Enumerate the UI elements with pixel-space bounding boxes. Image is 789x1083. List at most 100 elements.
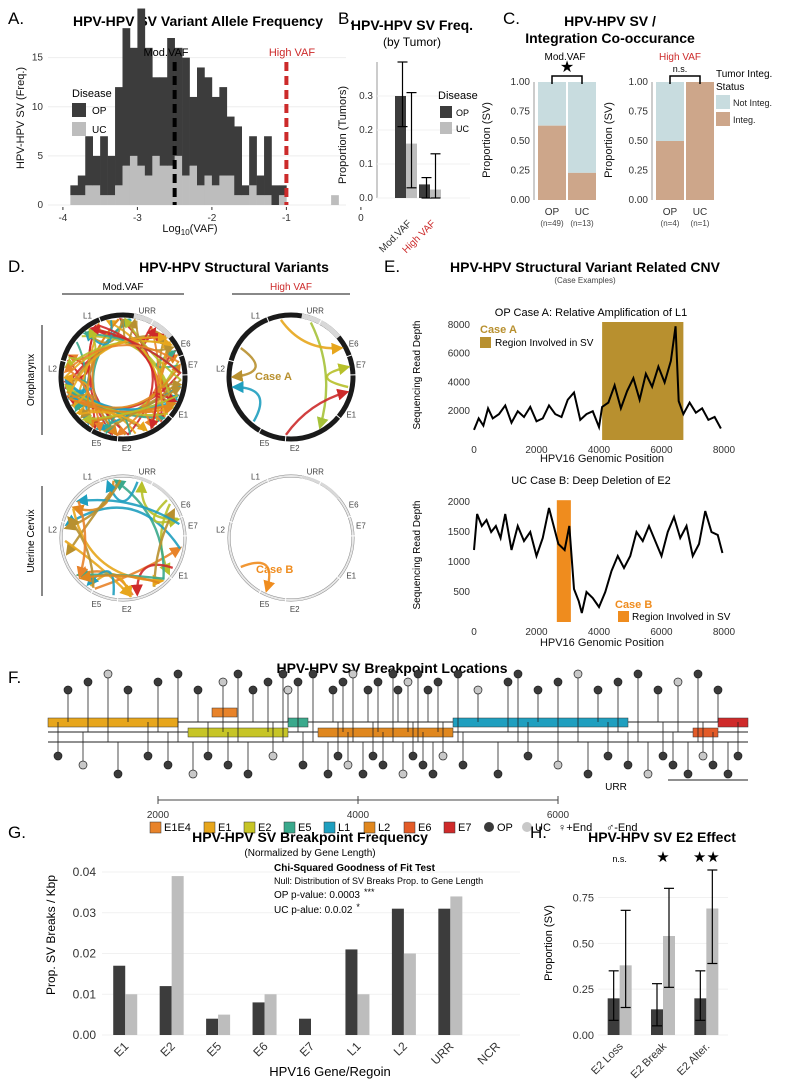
panel-e: E. HPV-HPV Structural Variant Related CN… (384, 257, 736, 649)
panel-a-bar-op (137, 8, 146, 166)
panel-a-bar-op (264, 136, 272, 196)
circos-gene-tick (89, 587, 95, 596)
panel-c-ytick: 0.75 (511, 107, 531, 118)
panel-f-legend-label: E1E4 (164, 822, 191, 834)
panel-a-bar-uc (256, 195, 265, 205)
circos-label: URR (139, 467, 157, 476)
panel-g-bar-uc (171, 876, 184, 1035)
panel-f-legend-op: OP (497, 822, 513, 834)
panel-f-breakpoint-op (723, 769, 733, 779)
panel-a-bar-uc (100, 195, 108, 205)
panel-d-col-mod: Mod.VAF (103, 282, 144, 293)
panel-d-title: HPV-HPV Structural Variants (139, 259, 329, 275)
panel-f-breakpoint-uc (78, 760, 88, 770)
panel-a-bar-op (204, 77, 213, 176)
panel-a-bar-op (70, 185, 79, 196)
panel-f-breakpoint-op (493, 769, 503, 779)
panel-c-ytick: 0.50 (629, 136, 649, 147)
panel-e-top-ytick: 8000 (448, 320, 471, 331)
panel-a-bar-op (100, 136, 108, 196)
panel-f-legend-plus: ♀+End (558, 822, 592, 834)
circos-gene-tick (167, 413, 174, 420)
panel-a-bar-op (152, 77, 161, 156)
panel-e-bot-xtick: 4000 (588, 627, 611, 638)
circos-label: E2 (290, 444, 300, 453)
panel-e-bot-xlabel: HPV16 Genomic Position (540, 637, 664, 649)
panel-f-breakpoint-op (708, 760, 718, 770)
panel-f-breakpoint-op (458, 760, 468, 770)
panel-g-letter: G. (8, 823, 26, 842)
panel-c-cat: UC (693, 207, 707, 218)
panel-a-bar-op (144, 47, 153, 176)
panel-g-uc-p: UC p-alue: 0.0.02 * (274, 902, 360, 916)
panel-a-bar-op (219, 87, 228, 176)
panel-b-legend-op: OP (456, 108, 469, 118)
circos-label: L2 (48, 525, 57, 534)
panel-e-bot-ylabel: Sequencing Read Depth (412, 501, 423, 610)
circos-gene-tick (149, 479, 155, 488)
panel-h: H. HPV-HPV SV E2 Effect 0.00 0.25 0.50 0.75… (530, 823, 736, 1081)
panel-f-breakpoint-uc (673, 677, 683, 687)
circos-gene-tick (284, 595, 287, 604)
panel-c-bar-integ (656, 141, 684, 200)
panel-a-bar-op (211, 96, 220, 186)
panel-f-breakpoint-op (113, 769, 123, 779)
panel-a-bar-uc (122, 165, 131, 205)
panel-f-breakpoint-uc (398, 769, 408, 779)
panel-f-breakpoint-op (83, 677, 93, 687)
circos-gene-tick (265, 476, 270, 485)
circos-label: E2 (122, 605, 132, 614)
panel-h-plot: 0.00 0.25 0.50 0.75 n.s. E2 Loss ★ E2 Break ★★ E2… (573, 849, 728, 1081)
panel-f-breakpoint-uc (643, 769, 653, 779)
panel-g-bar-op (391, 908, 404, 1035)
panel-h-ytick: 0.50 (573, 938, 594, 950)
circos-arc (240, 561, 276, 593)
circos-label: E7 (188, 361, 198, 370)
circos-arc (230, 347, 257, 382)
panel-f-breakpoint-uc (438, 751, 448, 761)
panel-f-breakpoint-uc (283, 685, 293, 695)
panel-f-breakpoint-uc (573, 669, 583, 679)
panel-d-row-op: Oropharynx (26, 354, 37, 406)
panel-g-xtick: E5 (204, 1039, 225, 1060)
panel-c-plot: 0.000.250.500.751.00OP(n=49)UC(n=13)0.00… (511, 75, 714, 228)
panel-f-breakpoint-op (603, 751, 613, 761)
panel-a-bar-op (167, 38, 175, 166)
panel-e-bot-xtick: 6000 (650, 627, 673, 638)
panel-a-bar-op (226, 116, 235, 176)
circos-gene-tick (167, 574, 174, 581)
circos-label: E7 (188, 522, 198, 531)
panel-g-bar-op (206, 1018, 219, 1035)
panel-c-bracket (551, 75, 583, 84)
circos-gene-tick (177, 353, 186, 358)
panel-a: A. HPV-HPV SV Variant Allele Frequency 0… (8, 8, 364, 237)
panel-a-bar-uc (249, 185, 257, 205)
circos-arc (81, 394, 179, 425)
circos-label: E7 (356, 361, 366, 370)
circos-gene-tick (227, 359, 236, 363)
panel-g-plot: 0.00 0.01 0.02 0.03 0.04 E1 E2 E5 E6 E7 L1 L2 URR NCR (73, 865, 520, 1068)
panel-a-bar-op (182, 57, 190, 176)
panel-a-ytick: 5 (37, 151, 43, 162)
panel-e-top-xtick: 4000 (588, 445, 611, 456)
panel-a-bar-uc (92, 185, 101, 205)
panel-c-title-2: Integration Co-occurance (525, 30, 695, 46)
panel-a-plot: 0 5 10 15 -4 -3 -2 -1 0 (32, 8, 364, 224)
panel-c-legend-title-2: Status (716, 82, 744, 93)
panel-a-xtick: -3 (133, 213, 142, 224)
panel-f-breakpoint-uc (268, 751, 278, 761)
panel-c-letter: C. (503, 9, 520, 28)
panel-g-bar-op (345, 949, 358, 1035)
panel-h-sig: n.s. (612, 854, 627, 864)
panel-a-ytick: 0 (37, 200, 43, 211)
circos-label: L2 (216, 364, 225, 373)
panel-f-breakpoint-op (358, 769, 368, 779)
panel-f-legend-label: E1 (218, 822, 231, 834)
panel-f-breakpoint-op (668, 760, 678, 770)
panel-g-xtick: E7 (297, 1039, 318, 1060)
circos-ring (226, 312, 356, 442)
panel-b-ylabel: Proportion (Tumors) (337, 86, 349, 184)
panel-a-bar-uc (129, 155, 138, 205)
panel-a-bar-op (278, 185, 287, 196)
panel-f-legend-label: E2 (258, 822, 271, 834)
